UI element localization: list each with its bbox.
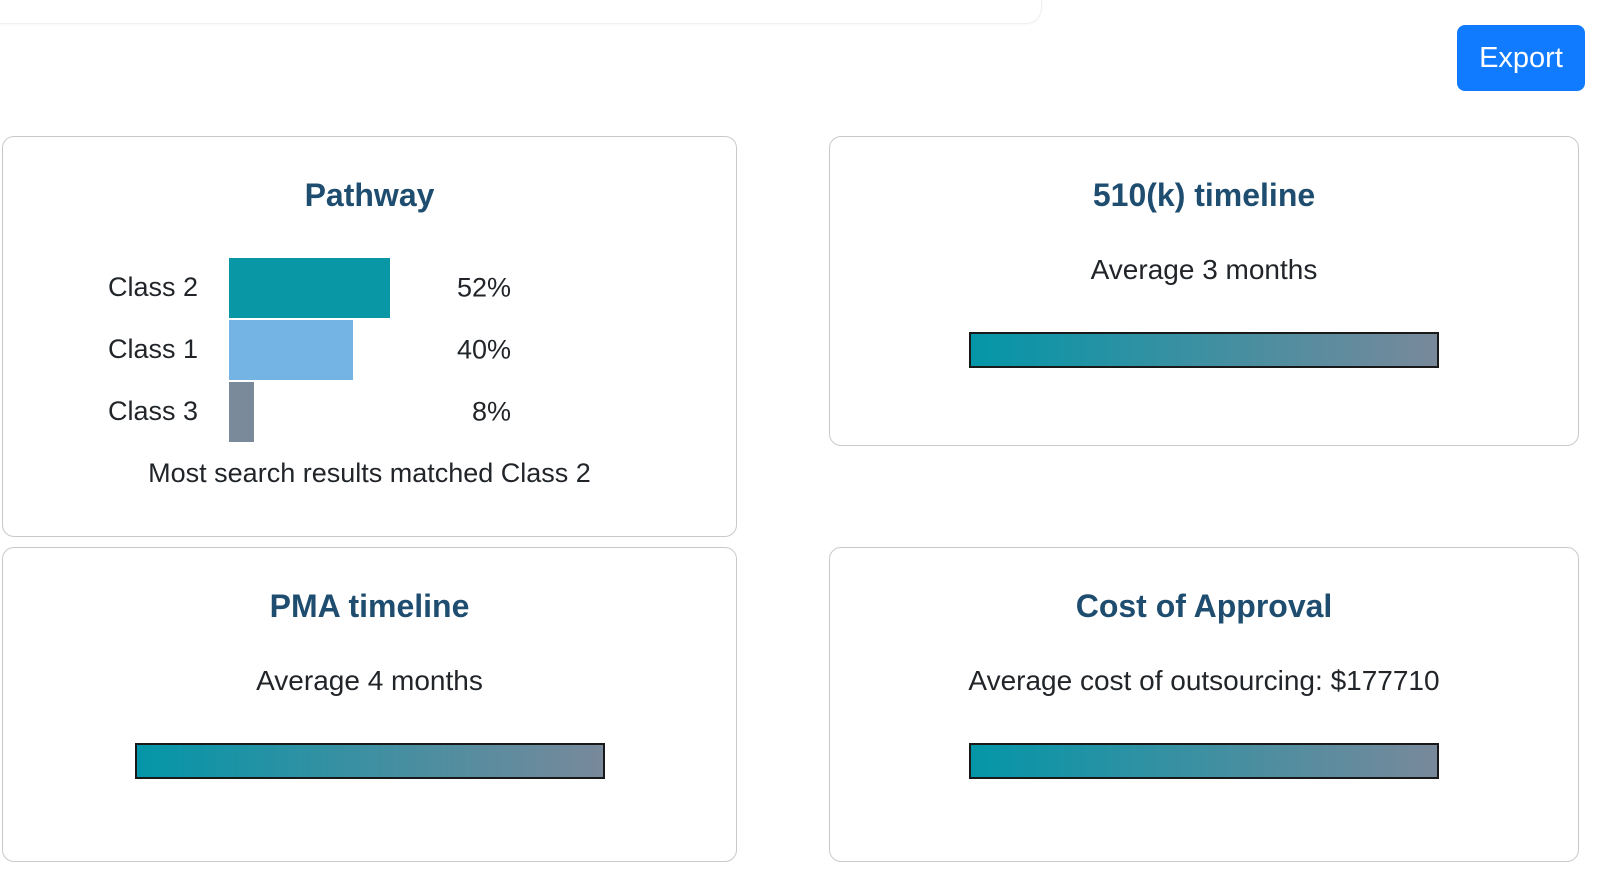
timeline-510k-subtitle: Average 3 months [1090, 253, 1318, 285]
cost-of-approval-subtitle: Average cost of outsourcing: $177710 [968, 664, 1440, 696]
bar-value: 8% [471, 396, 511, 427]
bar-label: Class 2 [108, 272, 199, 303]
bar-label: Class 1 [108, 334, 199, 365]
bar-track: 52% [229, 257, 511, 318]
chart-row: Class 3 8% [108, 381, 736, 442]
timeline-pma-subtitle: Average 4 months [256, 664, 483, 696]
timeline-510k-card: 510(k) timeline Average 3 months [829, 136, 1579, 446]
bar [229, 257, 390, 318]
chart-row: Class 1 40% [108, 319, 736, 380]
timeline-510k-title: 510(k) timeline [1092, 177, 1316, 213]
timeline-pma-progress-bar [134, 742, 605, 779]
top-panel-edge [0, 0, 1042, 24]
bar [229, 319, 353, 380]
cost-of-approval-progress-bar [969, 742, 1439, 779]
pathway-chart: Class 2 52% Class 1 40% Class 3 8% [108, 257, 736, 442]
pathway-caption: Most search results matched Class 2 [148, 457, 591, 488]
bar [229, 381, 254, 442]
bar-track: 40% [229, 319, 511, 380]
timeline-pma-title: PMA timeline [269, 588, 470, 624]
timeline-510k-progress-bar [969, 331, 1439, 368]
pathway-card-title: Pathway [304, 177, 435, 213]
bar-value: 52% [456, 272, 511, 303]
cost-of-approval-card: Cost of Approval Average cost of outsour… [829, 547, 1579, 862]
timeline-pma-card: PMA timeline Average 4 months [2, 547, 737, 862]
chart-row: Class 2 52% [108, 257, 736, 318]
pathway-card: Pathway Class 2 52% Class 1 40% Class 3 8% Mo… [2, 136, 737, 537]
cost-of-approval-title: Cost of Approval [1075, 588, 1333, 624]
bar-label: Class 3 [108, 396, 199, 427]
bar-value: 40% [456, 334, 511, 365]
export-button[interactable]: Export [1457, 25, 1585, 91]
bar-track: 8% [229, 381, 511, 442]
